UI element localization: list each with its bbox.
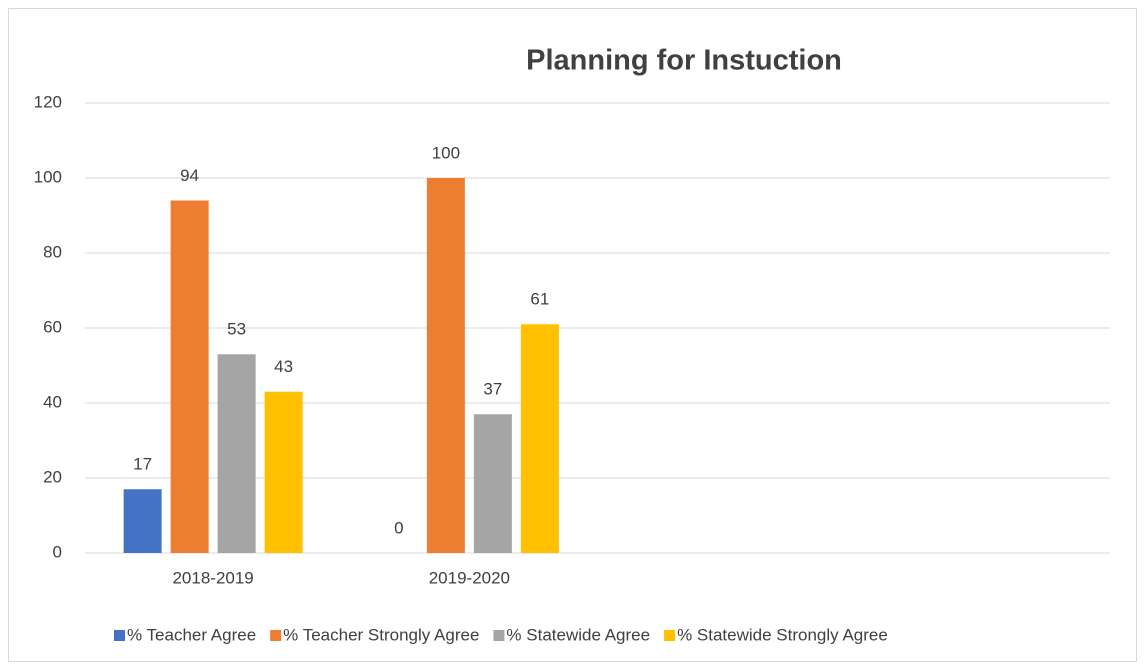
- y-tick-label: 120: [34, 92, 62, 111]
- data-label: 94: [180, 166, 199, 185]
- legend-label: % Teacher Strongly Agree: [283, 625, 479, 644]
- data-label: 61: [530, 290, 549, 309]
- data-label: 100: [432, 143, 460, 162]
- y-tick-label: 40: [43, 392, 62, 411]
- data-label: 17: [133, 455, 152, 474]
- legend-swatch: [493, 630, 505, 641]
- legend-label: % Teacher Agree: [127, 625, 256, 644]
- legend-label: % Statewide Agree: [506, 625, 650, 644]
- y-tick-label: 20: [43, 467, 62, 486]
- data-label: 53: [227, 320, 246, 339]
- y-tick-label: 60: [43, 317, 62, 336]
- bar: [264, 391, 303, 553]
- x-tick-label: 2018-2019: [172, 568, 253, 587]
- data-label: 37: [483, 380, 502, 399]
- bar: [473, 414, 512, 553]
- x-tick-label: 2019-2020: [429, 568, 510, 587]
- bar: [170, 200, 209, 553]
- data-label: 0: [394, 518, 403, 537]
- legend-swatch: [114, 630, 125, 641]
- legend-swatch: [270, 630, 282, 641]
- bar: [123, 489, 162, 553]
- bar: [520, 324, 559, 553]
- bar: [217, 354, 256, 553]
- legend-label: % Statewide Strongly Agree: [677, 625, 888, 644]
- y-tick-label: 100: [34, 167, 62, 186]
- chart-title: Planning for Instuction: [526, 45, 842, 77]
- y-tick-label: 80: [43, 242, 62, 261]
- bar: [426, 178, 465, 553]
- y-tick-label: 0: [53, 542, 62, 561]
- data-label: 43: [274, 357, 293, 376]
- legend-swatch: [664, 630, 676, 641]
